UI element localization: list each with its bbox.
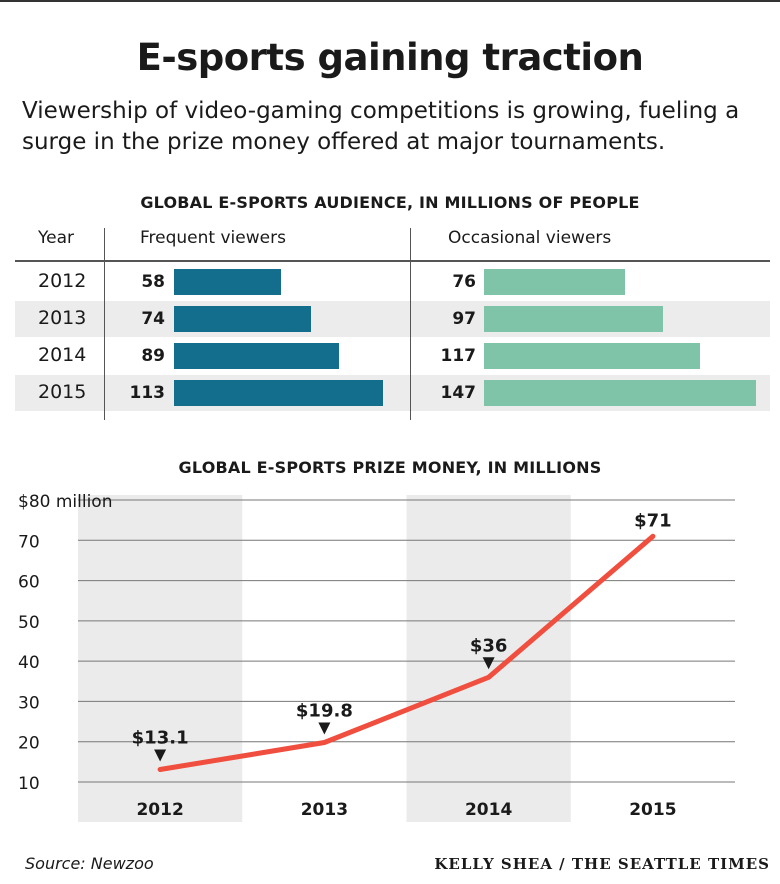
- frequent-value: 58: [141, 272, 165, 292]
- frequent-bar: [174, 343, 339, 369]
- y-tick-label: 60: [18, 573, 40, 593]
- row-year: 2015: [38, 381, 87, 403]
- x-tick-label: 2013: [301, 800, 348, 820]
- occasional-value: 117: [440, 346, 477, 366]
- table-row: 2013 74 97: [15, 301, 770, 337]
- frequent-bar: [174, 269, 282, 295]
- frequent-value: 89: [141, 346, 165, 366]
- frequent-bar: [174, 306, 311, 332]
- x-tick-label: 2015: [629, 800, 676, 820]
- row-year: 2012: [38, 270, 87, 292]
- occasional-value: 147: [440, 383, 477, 403]
- y-tick-label: 40: [18, 653, 40, 673]
- occasional-value: 97: [452, 309, 476, 329]
- year-column-divider: [104, 228, 105, 420]
- data-point-pointer: [482, 657, 495, 670]
- top-rule: [0, 0, 780, 2]
- occasional-bar: [484, 269, 625, 295]
- data-label: $13.1: [132, 728, 189, 749]
- table-header-rule: [15, 260, 770, 262]
- source-note: Source: Newzoo: [25, 854, 154, 873]
- frequent-value: 113: [129, 383, 166, 403]
- data-point-pointer: [318, 722, 331, 735]
- col-header-year: Year: [38, 228, 74, 248]
- y-tick-label: 20: [18, 734, 40, 754]
- data-label: $36: [470, 635, 508, 656]
- y-tick-label: 70: [18, 532, 40, 552]
- viewer-column-divider: [410, 228, 411, 420]
- occasional-bar: [484, 343, 701, 369]
- y-tick-label: $80 million: [18, 492, 112, 512]
- occasional-bar: [484, 380, 756, 406]
- data-label: $71: [634, 510, 672, 531]
- occasional-bar: [484, 306, 664, 332]
- y-tick-label: 50: [18, 613, 40, 633]
- page-subtitle: Viewership of video-gaming competitions …: [22, 98, 740, 155]
- table-row: 2012 58 76: [15, 264, 770, 300]
- credit-line: KELLY SHEA / THE SEATTLE TIMES: [434, 855, 770, 873]
- occasional-value: 76: [452, 272, 476, 292]
- col-header-frequent: Frequent viewers: [140, 228, 286, 248]
- shaded-column: [78, 495, 243, 822]
- data-point-pointer: [154, 749, 167, 762]
- table-row: 2014 89 117: [15, 338, 770, 374]
- x-tick-label: 2012: [136, 800, 183, 820]
- prize-section-title: GLOBAL E-SPORTS PRIZE MONEY, IN MILLIONS: [178, 458, 602, 477]
- prize-line-chart: 10 20 30 40 50 60 70 $80 million 2012 2013 2014 201…: [18, 492, 735, 822]
- x-tick-label: 2014: [465, 800, 512, 820]
- row-year: 2013: [38, 307, 87, 329]
- page-title: E-sports gaining traction: [136, 36, 644, 79]
- prize-money-line: [157, 533, 656, 772]
- y-tick-label: 30: [18, 693, 40, 713]
- frequent-bar: [174, 380, 384, 406]
- y-tick-label: 10: [18, 774, 40, 794]
- data-label: $19.8: [296, 701, 353, 722]
- row-year: 2014: [38, 344, 87, 366]
- frequent-value: 74: [141, 309, 165, 329]
- audience-section-title: GLOBAL E-SPORTS AUDIENCE, IN MILLIONS OF…: [140, 193, 640, 212]
- col-header-occasional: Occasional viewers: [448, 228, 612, 248]
- table-row: 2015 113 147: [15, 375, 770, 411]
